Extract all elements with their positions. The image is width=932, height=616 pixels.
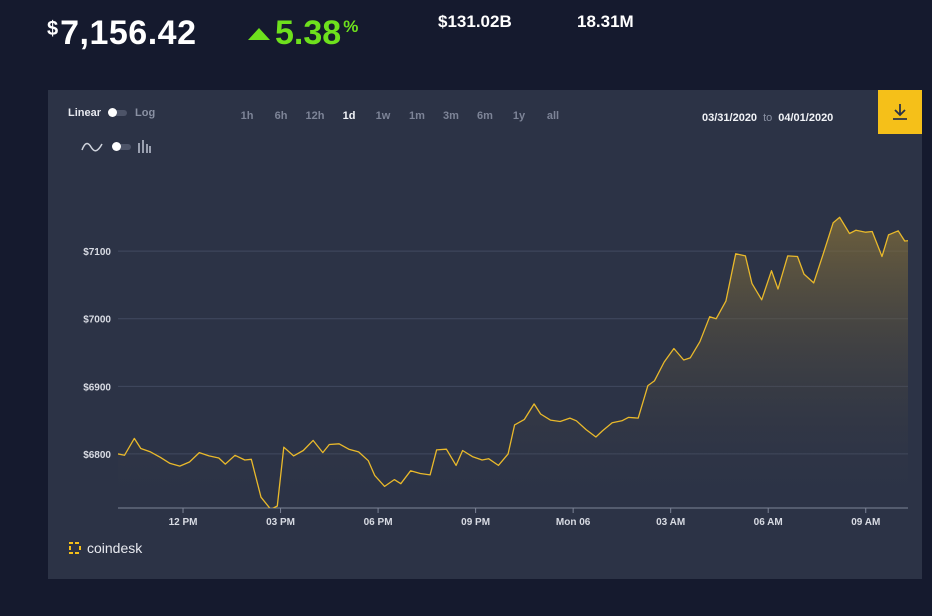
line-chart-icon[interactable]	[81, 140, 103, 154]
price-value: 7,156.42	[60, 14, 197, 52]
coindesk-logo-icon	[69, 542, 81, 554]
chart-type-toggle[interactable]	[81, 139, 151, 155]
currency-symbol: $	[47, 18, 59, 40]
time-range-tabs: 1h 6h 12h 1d 1w 1m 3m 6m 1y all	[230, 110, 570, 122]
range-tab-6h[interactable]: 6h	[274, 110, 288, 122]
download-button[interactable]	[878, 90, 922, 134]
bar-chart-icon[interactable]	[137, 139, 151, 155]
x-tick-label: 03 AM	[656, 517, 685, 528]
price-area	[118, 217, 908, 508]
scale-log-label[interactable]: Log	[135, 107, 156, 119]
range-tab-1w[interactable]: 1w	[375, 110, 391, 122]
scale-switch[interactable]	[108, 108, 128, 117]
coindesk-brand: coindesk	[68, 540, 142, 556]
chart-type-switch-knob	[112, 142, 121, 151]
price-chart: $6800 $6900 $7000 $7100 12 PM 03 PM 06 PM 09 P…	[83, 216, 908, 528]
range-tab-1h[interactable]: 1h	[240, 110, 254, 122]
brand-name: coindesk	[87, 540, 143, 556]
y-tick-label: $7000	[83, 315, 111, 326]
y-tick-label: $6800	[83, 450, 111, 461]
x-tick-label: 03 PM	[266, 517, 295, 528]
x-tick-label: Mon 06	[556, 517, 591, 528]
range-tab-1y[interactable]: 1y	[512, 110, 526, 122]
scale-linear-label[interactable]: Linear	[68, 107, 102, 119]
price-change: 5.38 %	[248, 14, 358, 53]
download-icon	[893, 104, 907, 120]
date-range[interactable]: 03/31/2020 to 04/01/2020	[702, 112, 833, 124]
change-unit: %	[343, 17, 359, 36]
x-tick-label: 09 AM	[851, 517, 880, 528]
x-tick-label: 12 PM	[169, 517, 198, 528]
y-tick-label: $7100	[83, 247, 111, 258]
range-tab-12h[interactable]: 12h	[305, 110, 325, 122]
scale-switch-knob	[108, 108, 118, 117]
range-tab-1m[interactable]: 1m	[409, 110, 425, 122]
range-tab-1d[interactable]: 1d	[342, 110, 356, 122]
current-price: $ 7,156.42	[47, 14, 196, 53]
date-to[interactable]: 04/01/2020	[778, 112, 834, 124]
chart-panel: $6800 $6900 $7000 $7100 12 PM 03 PM 06 PM 09 P…	[48, 90, 922, 579]
change-value: 5.38	[275, 14, 342, 52]
circulating-supply: 18.31M	[577, 12, 634, 31]
price-line	[118, 216, 908, 508]
x-tick-label: 06 AM	[754, 517, 783, 528]
scale-toggle[interactable]: Linear Log	[68, 107, 155, 119]
range-tab-all[interactable]: all	[546, 110, 560, 122]
market-cap: $131.02B	[438, 12, 512, 31]
date-separator: to	[763, 112, 773, 124]
date-from[interactable]: 03/31/2020	[702, 112, 758, 124]
x-tick-label: 06 PM	[364, 517, 393, 528]
chart-type-switch[interactable]	[112, 142, 131, 151]
range-tab-6m[interactable]: 6m	[477, 110, 493, 122]
ticker-header: $ 7,156.42 5.38 % $131.02B 18.31M	[0, 0, 932, 70]
y-tick-label: $6900	[83, 382, 111, 393]
range-tab-3m[interactable]: 3m	[443, 110, 459, 122]
up-arrow-icon	[248, 28, 270, 40]
x-tick-label: 09 PM	[461, 517, 490, 528]
